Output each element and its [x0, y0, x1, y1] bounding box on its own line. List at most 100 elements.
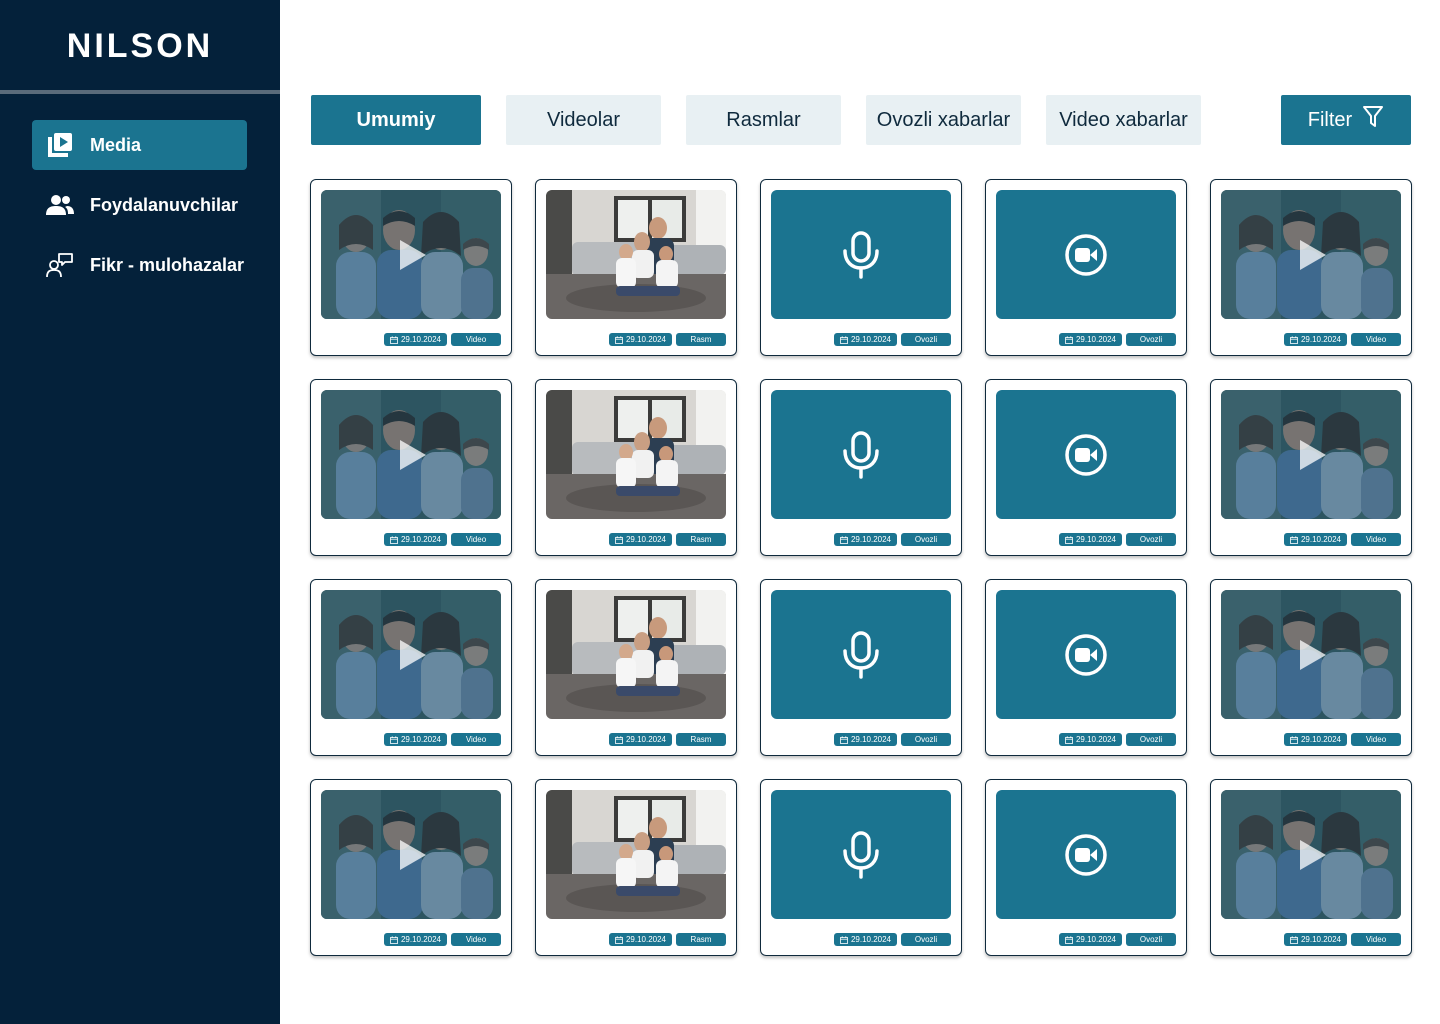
video-thumbnail: [321, 390, 501, 519]
sidebar-item-label: Fikr - mulohazalar: [90, 254, 245, 275]
date-badge: 29.10.2024: [383, 933, 447, 946]
media-card[interactable]: 29.10.2024 Video: [1210, 379, 1412, 556]
filter-label: Filter: [1307, 108, 1353, 131]
calendar-icon: [1290, 935, 1298, 944]
media-card[interactable]: 29.10.2024 Rasm: [535, 379, 737, 556]
media-card[interactable]: 29.10.2024 Ovozli: [760, 379, 962, 556]
date-badge: 29.10.2024: [1058, 733, 1122, 746]
microphone-icon: [771, 590, 951, 719]
tab-ovozli-xabarlar[interactable]: Ovozli xabarlar: [866, 95, 1021, 145]
sidebar-item-media[interactable]: Media: [32, 120, 247, 170]
type-badge: Video: [451, 933, 501, 946]
media-card[interactable]: 29.10.2024 Rasm: [535, 779, 737, 956]
type-badge: Ovozli: [901, 333, 951, 346]
calendar-icon: [390, 335, 398, 344]
card-meta: 29.10.2024 Video: [383, 333, 501, 346]
card-meta: 29.10.2024 Ovozli: [1058, 333, 1176, 346]
date-badge: 29.10.2024: [1058, 533, 1122, 546]
type-badge: Video: [451, 333, 501, 346]
card-meta: 29.10.2024 Rasm: [608, 333, 726, 346]
video-thumbnail: [1221, 790, 1401, 919]
date-text: 29.10.2024: [1300, 335, 1341, 344]
media-card[interactable]: 29.10.2024 Rasm: [535, 579, 737, 756]
calendar-icon: [615, 335, 623, 344]
calendar-icon: [1065, 535, 1073, 544]
media-card[interactable]: 29.10.2024 Ovozli: [985, 779, 1187, 956]
media-card[interactable]: 29.10.2024 Rasm: [535, 179, 737, 356]
media-card[interactable]: 29.10.2024 Video: [310, 779, 512, 956]
image-thumbnail: [546, 190, 726, 319]
microphone-icon: [771, 790, 951, 919]
media-card[interactable]: 29.10.2024 Video: [310, 579, 512, 756]
media-card[interactable]: 29.10.2024 Video: [1210, 179, 1412, 356]
calendar-icon: [1290, 535, 1298, 544]
tab-videolar[interactable]: Videolar: [506, 95, 661, 145]
card-meta: 29.10.2024 Ovozli: [1058, 533, 1176, 546]
date-badge: 29.10.2024: [1058, 333, 1122, 346]
media-card[interactable]: 29.10.2024 Ovozli: [985, 179, 1187, 356]
media-card[interactable]: 29.10.2024 Video: [310, 179, 512, 356]
date-badge: 29.10.2024: [1058, 933, 1122, 946]
date-badge: 29.10.2024: [383, 333, 447, 346]
type-badge: Video: [1351, 933, 1401, 946]
sidebar-item-users[interactable]: Foydalanuvchilar: [32, 180, 247, 230]
play-icon: [1300, 639, 1326, 670]
type-badge: Ovozli: [901, 533, 951, 546]
date-text: 29.10.2024: [400, 935, 441, 944]
card-meta: 29.10.2024 Rasm: [608, 533, 726, 546]
tab-rasmlar[interactable]: Rasmlar: [686, 95, 841, 145]
type-badge: Ovozli: [1126, 733, 1176, 746]
sidebar-divider: [0, 90, 280, 94]
calendar-icon: [1065, 735, 1073, 744]
media-card[interactable]: 29.10.2024 Video: [1210, 579, 1412, 756]
media-library-icon: [45, 130, 75, 160]
card-meta: 29.10.2024 Video: [383, 933, 501, 946]
date-badge: 29.10.2024: [1283, 933, 1347, 946]
date-text: 29.10.2024: [1075, 335, 1116, 344]
media-tabs: Umumiy Videolar Rasmlar Ovozli xabarlar …: [311, 95, 1411, 145]
media-card[interactable]: 29.10.2024 Ovozli: [985, 579, 1187, 756]
video-message-icon: [996, 790, 1176, 919]
app-logo: NILSON: [66, 26, 214, 65]
users-icon: [45, 190, 75, 220]
play-icon: [1300, 239, 1326, 270]
card-meta: 29.10.2024 Video: [1283, 733, 1401, 746]
type-badge: Video: [1351, 333, 1401, 346]
card-meta: 29.10.2024 Rasm: [608, 933, 726, 946]
date-text: 29.10.2024: [400, 535, 441, 544]
sidebar-item-feedback[interactable]: Fikr - mulohazalar: [32, 240, 247, 290]
tab-video-xabarlar[interactable]: Video xabarlar: [1046, 95, 1201, 145]
calendar-icon: [615, 935, 623, 944]
calendar-icon: [840, 935, 848, 944]
media-card[interactable]: 29.10.2024 Ovozli: [760, 179, 962, 356]
date-text: 29.10.2024: [1300, 935, 1341, 944]
date-text: 29.10.2024: [1075, 735, 1116, 744]
media-card[interactable]: 29.10.2024 Ovozli: [760, 579, 962, 756]
type-badge: Ovozli: [1126, 933, 1176, 946]
card-meta: 29.10.2024 Video: [383, 733, 501, 746]
date-text: 29.10.2024: [1075, 935, 1116, 944]
play-icon: [400, 639, 426, 670]
filter-button[interactable]: Filter: [1281, 95, 1411, 145]
calendar-icon: [615, 735, 623, 744]
date-badge: 29.10.2024: [608, 333, 672, 346]
date-text: 29.10.2024: [400, 335, 441, 344]
type-badge: Video: [1351, 733, 1401, 746]
type-badge: Ovozli: [1126, 333, 1176, 346]
calendar-icon: [1065, 935, 1073, 944]
tab-umumiy[interactable]: Umumiy: [311, 95, 481, 145]
date-text: 29.10.2024: [625, 935, 666, 944]
type-badge: Rasm: [676, 933, 726, 946]
play-icon: [400, 239, 426, 270]
type-badge: Video: [451, 733, 501, 746]
play-icon: [400, 839, 426, 870]
video-message-icon: [996, 190, 1176, 319]
calendar-icon: [1290, 335, 1298, 344]
sidebar-item-label: Media: [90, 134, 142, 155]
media-card[interactable]: 29.10.2024 Video: [310, 379, 512, 556]
type-badge: Rasm: [676, 333, 726, 346]
sidebar: NILSON Media: [0, 0, 280, 1024]
media-card[interactable]: 29.10.2024 Video: [1210, 779, 1412, 956]
media-card[interactable]: 29.10.2024 Ovozli: [760, 779, 962, 956]
media-card[interactable]: 29.10.2024 Ovozli: [985, 379, 1187, 556]
